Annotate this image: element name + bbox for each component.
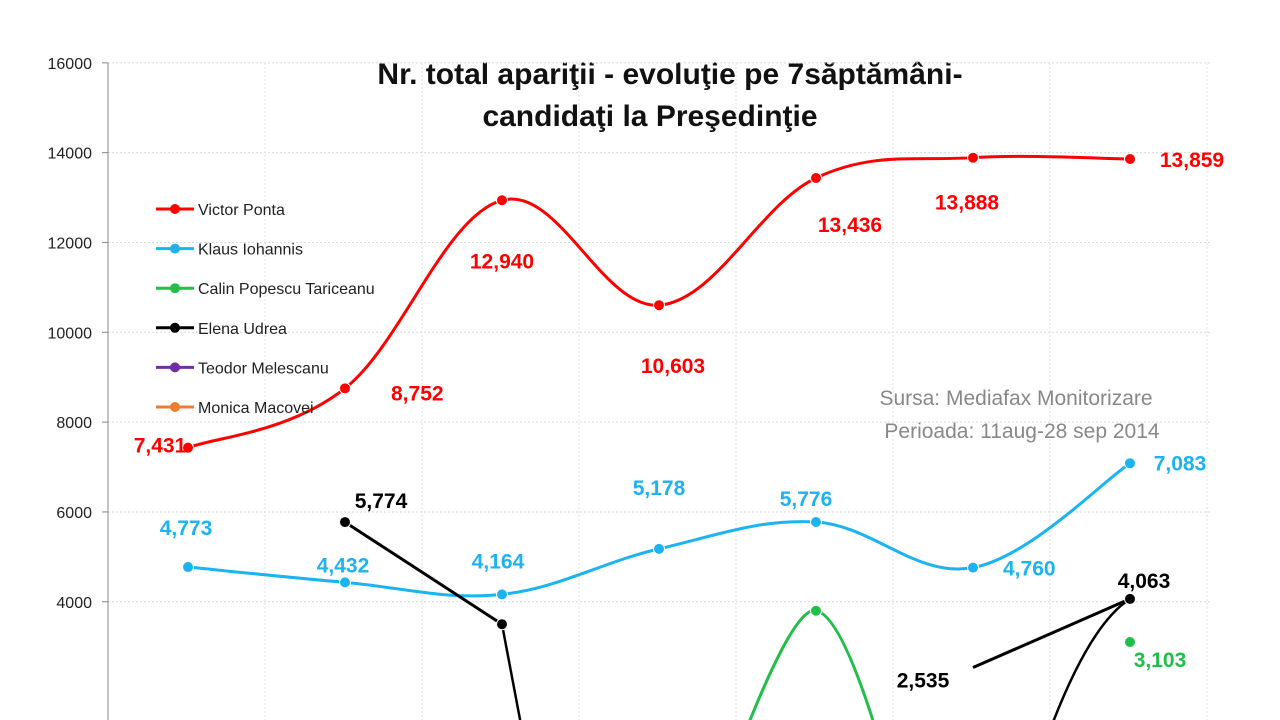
data-label-victor-ponta: 8,752 xyxy=(391,382,444,405)
legend-label-monica-macovei: Monica Macovei xyxy=(198,400,314,417)
series-line-calin-popescu-tariceanu xyxy=(748,609,875,720)
y-tick-label: 14000 xyxy=(48,146,93,163)
y-tick-label: 12000 xyxy=(48,235,93,252)
y-tick-label: 8000 xyxy=(56,415,92,432)
data-label-victor-ponta: 13,859 xyxy=(1160,149,1224,172)
series-line-elena-udrea xyxy=(500,623,522,720)
y-tick-label: 10000 xyxy=(48,325,93,342)
data-point-elena-udrea xyxy=(496,618,508,631)
data-point-victor-ponta xyxy=(182,441,194,454)
data-point-klaus-iohannis xyxy=(810,515,822,528)
data-label-victor-ponta: 13,888 xyxy=(935,192,1000,215)
data-label-calin-popescu-tariceanu: 3,103 xyxy=(1134,649,1187,672)
legend: Victor Ponta Klaus Iohannis Calin Popescu … xyxy=(156,202,375,417)
data-point-elena-udrea xyxy=(339,516,351,529)
data-label-elena-udrea: 4,063 xyxy=(1118,570,1171,593)
data-point-calin-popescu-tariceanu xyxy=(1124,636,1136,649)
legend-marker-teodor-melescanu xyxy=(170,362,180,373)
series-line-elena-udrea xyxy=(972,597,1131,669)
series-line-elena-udrea xyxy=(344,520,503,626)
data-label-klaus-iohannis: 4,760 xyxy=(1003,558,1056,581)
legend-marker-calin-popescu-tariceanu xyxy=(170,283,180,294)
source-line-2: Perioada: 11aug-28 sep 2014 xyxy=(884,420,1159,443)
data-point-klaus-iohannis xyxy=(653,542,665,555)
legend-marker-elena-udrea xyxy=(170,322,180,333)
chart-title-line-2: candidaţi la Preşedinţie xyxy=(482,100,818,133)
y-tick-label: 6000 xyxy=(56,505,92,522)
legend-label-elena-udrea: Elena Udrea xyxy=(198,321,287,338)
data-label-victor-ponta: 10,603 xyxy=(641,355,705,378)
series-lines xyxy=(182,151,1136,720)
legend-label-victor-ponta: Victor Ponta xyxy=(198,202,285,219)
data-point-victor-ponta xyxy=(1124,152,1136,165)
data-point-klaus-iohannis xyxy=(496,588,508,601)
y-axis: 16000 14000 12000 10000 8000 6000 4000 xyxy=(48,56,109,720)
source-note: Sursa: Mediafax Monitorizare Perioada: 1… xyxy=(879,387,1159,443)
data-label-victor-ponta: 12,940 xyxy=(470,250,534,273)
data-label-elena-udrea: 5,774 xyxy=(355,490,408,513)
data-point-klaus-iohannis xyxy=(1124,457,1136,470)
data-point-victor-ponta xyxy=(810,171,822,184)
data-labels: 7,431 8,752 12,940 10,603 13,436 13,888 13,859… xyxy=(134,149,1224,693)
data-label-klaus-iohannis: 5,776 xyxy=(780,488,833,511)
data-label-victor-ponta: 7,431 xyxy=(134,435,187,458)
y-tick-label: 16000 xyxy=(48,56,93,73)
data-point-elena-udrea xyxy=(1124,592,1136,605)
data-label-klaus-iohannis: 7,083 xyxy=(1154,452,1207,475)
data-point-calin-popescu-tariceanu xyxy=(810,604,822,617)
data-label-klaus-iohannis: 4,164 xyxy=(472,550,525,573)
data-label-victor-ponta: 13,436 xyxy=(818,214,882,237)
y-tick-label: 4000 xyxy=(56,595,92,612)
legend-marker-klaus-iohannis xyxy=(170,243,180,254)
chart-title-line-1: Nr. total apariţii - evoluţie pe 7săptăm… xyxy=(377,58,963,91)
series-line-elena-udrea xyxy=(1052,597,1131,720)
data-point-klaus-iohannis xyxy=(339,576,351,589)
legend-label-calin-popescu-tariceanu: Calin Popescu Tariceanu xyxy=(198,281,375,298)
data-point-klaus-iohannis xyxy=(967,561,979,574)
legend-marker-monica-macovei xyxy=(170,402,180,412)
data-point-victor-ponta xyxy=(339,382,351,395)
data-point-victor-ponta xyxy=(967,151,979,164)
data-label-klaus-iohannis: 4,773 xyxy=(160,517,213,540)
data-point-victor-ponta xyxy=(496,194,508,207)
legend-marker-victor-ponta xyxy=(170,204,180,214)
legend-label-klaus-iohannis: Klaus Iohannis xyxy=(198,242,303,259)
data-point-klaus-iohannis xyxy=(182,561,194,574)
source-line-1: Sursa: Mediafax Monitorizare xyxy=(879,387,1152,410)
legend-label-teodor-melescanu: Teodor Melescanu xyxy=(198,360,329,377)
data-label-klaus-iohannis: 4,432 xyxy=(317,554,370,577)
data-label-elena-udrea: 2,535 xyxy=(897,670,950,693)
data-label-klaus-iohannis: 5,178 xyxy=(633,477,686,500)
data-point-victor-ponta xyxy=(653,299,665,312)
